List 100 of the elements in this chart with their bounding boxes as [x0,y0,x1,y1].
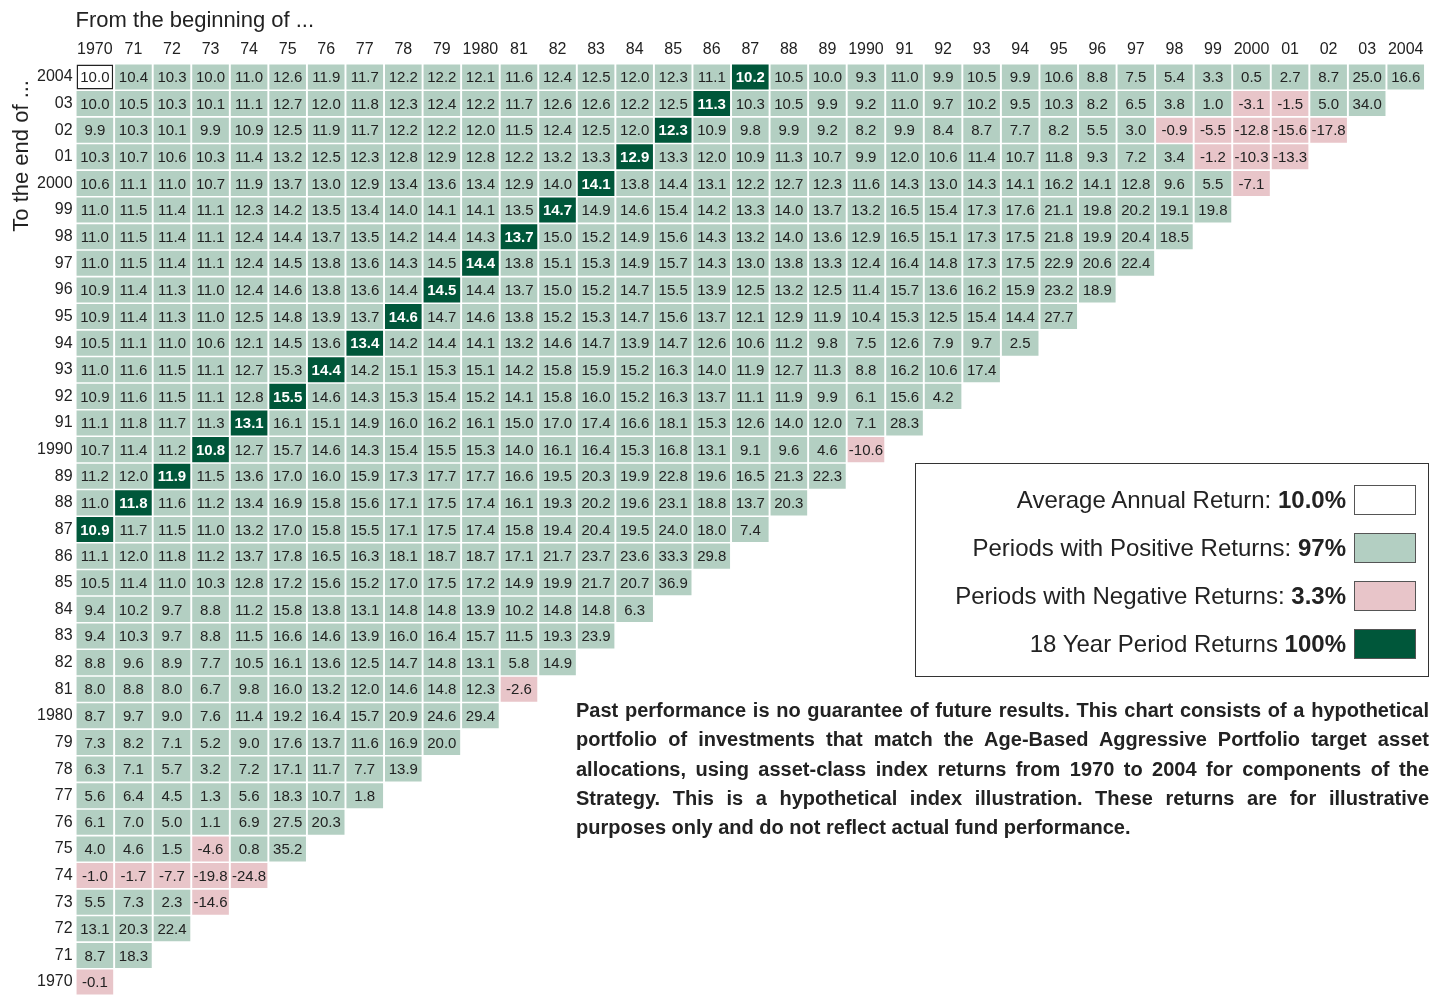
data-label: 14.5 [427,254,457,272]
data-label: 23.1 [658,494,688,512]
data-label: 13.4 [234,494,264,512]
data-label: 16.2 [427,414,457,432]
data-label: 13.4 [350,334,380,352]
data-label: 15.1 [542,254,573,272]
y-axis-title: To the end of ... [8,80,34,232]
data-label: 11.1 [196,254,225,272]
data-label: 15.9 [1005,281,1035,299]
x-tick-label: 83 [587,40,606,58]
data-label: 11.0 [196,307,225,325]
data-label: 12.5 [350,653,380,671]
data-label: 22.8 [658,467,688,485]
data-label: 14.3 [967,174,997,192]
data-label: 16.1 [273,653,303,671]
data-label: 11.1 [80,414,109,432]
data-label: 11.3 [697,94,726,112]
data-label: 11.4 [157,254,187,272]
data-label: 14.0 [388,201,418,219]
data-label: 15.8 [311,494,341,512]
data-label: 10.2 [504,600,534,618]
data-label: 10.3 [118,121,149,139]
data-label: 11.0 [890,94,919,112]
y-tick-label: 94 [54,333,73,351]
data-label: 13.7 [504,281,534,299]
data-label: 17.1 [504,547,534,565]
data-label: 14.3 [388,254,418,272]
data-label: 12.0 [118,547,149,565]
data-label: 10.3 [195,573,226,591]
data-label: 12.6 [697,334,727,352]
data-label: 4.5 [161,786,183,804]
data-label: 23.6 [620,547,650,565]
data-label: 13.8 [774,254,804,272]
data-label: 14.6 [465,307,496,325]
data-label: 9.9 [816,387,838,405]
data-label: 11.9 [312,68,341,86]
data-label: 13.3 [812,254,843,272]
data-label: 11.9 [312,121,341,139]
data-label: 12.2 [388,68,418,86]
data-label: 13.6 [812,227,843,245]
data-label: 16.3 [658,360,688,378]
data-label: 9.9 [1009,68,1031,86]
data-label: 10.6 [195,334,226,352]
data-label: 10.0 [80,94,110,112]
data-label: 15.2 [620,360,650,378]
data-label: 14.3 [697,227,727,245]
data-label: 18.3 [273,786,303,804]
annotation: Periods with Negative Returns: 3.3% [955,582,1346,610]
data-label: 16.5 [889,227,920,245]
data-label: 12.9 [427,147,457,165]
data-label: 11.4 [119,573,148,591]
data-label: 36.9 [658,573,688,591]
data-label: 15.0 [542,281,573,299]
data-label: 13.4 [388,174,418,192]
data-label: 5.5 [1086,121,1108,139]
data-label: 10.5 [118,94,149,112]
data-label: 11.8 [1044,147,1073,165]
data-label: 8.8 [200,600,221,618]
data-label: 15.3 [427,360,457,378]
data-label: 8.7 [1318,68,1340,86]
data-label: 13.7 [311,227,341,245]
data-label: 10.3 [735,94,765,112]
data-label: 17.2 [465,573,496,591]
data-label: 11.5 [235,627,264,645]
data-label: 0.5 [1241,68,1262,86]
data-label: 9.6 [123,653,144,671]
data-label: 2.3 [161,893,183,911]
data-label: 17.1 [388,520,418,538]
y-tick-label: 92 [54,386,73,404]
data-label: 14.1 [465,334,496,352]
data-label: 13.3 [658,147,688,165]
data-label: 16.6 [620,414,650,432]
data-label: 7.1 [123,760,144,778]
data-label: 16.0 [581,387,611,405]
data-label: 13.1 [465,653,496,671]
annotation: Periods with Positive Returns: 97% [972,534,1346,562]
data-label: 12.7 [234,360,264,378]
data-label: 21.7 [542,547,573,565]
data-label: 5.5 [1202,174,1224,192]
data-label: 12.2 [735,174,765,192]
data-label: 10.3 [1044,94,1074,112]
data-label: 29.4 [465,707,496,724]
data-label: 10.5 [967,68,997,86]
data-label: 15.7 [465,627,496,645]
data-label: 13.4 [465,174,496,192]
data-label: -2.6 [506,680,532,698]
data-label: 8.2 [1048,121,1070,139]
data-label: 11.5 [157,387,187,405]
data-label: 13.5 [350,227,380,245]
data-label: -3.1 [1238,94,1265,112]
data-label: 13.4 [350,201,380,219]
data-label: 10.5 [774,94,804,112]
data-label: 17.3 [388,467,418,485]
data-label: 15.0 [504,414,534,432]
data-label: 10.9 [80,520,110,538]
data-label: 5.6 [84,786,106,804]
data-label: 21.8 [1044,227,1074,245]
data-label: 11.1 [196,387,225,405]
data-label: 1.1 [200,813,221,831]
x-tick-label: 74 [240,40,259,58]
